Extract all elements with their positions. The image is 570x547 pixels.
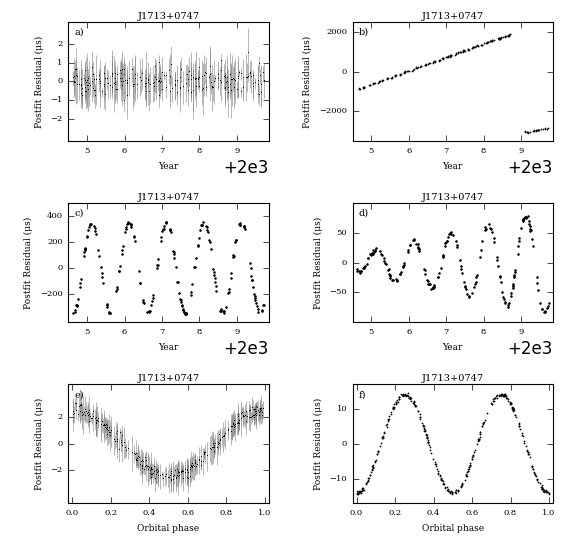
Title: J1713+0747: J1713+0747	[422, 374, 484, 383]
Y-axis label: Postfit Residual (μs): Postfit Residual (μs)	[24, 217, 33, 309]
Y-axis label: Postfit Residual (μs): Postfit Residual (μs)	[314, 217, 323, 309]
X-axis label: Year: Year	[158, 161, 178, 171]
X-axis label: Orbital phase: Orbital phase	[137, 523, 200, 533]
Text: f): f)	[359, 390, 366, 399]
Title: J1713+0747: J1713+0747	[137, 374, 200, 383]
Y-axis label: Postfit Residual (μs): Postfit Residual (μs)	[35, 398, 44, 490]
Text: b): b)	[359, 28, 369, 37]
Y-axis label: Postfit Residual (μs): Postfit Residual (μs)	[34, 36, 43, 127]
Y-axis label: Postfit Residual (μs): Postfit Residual (μs)	[314, 398, 323, 490]
Y-axis label: Postfit Residual (μs): Postfit Residual (μs)	[303, 36, 312, 127]
Text: d): d)	[359, 209, 369, 218]
X-axis label: Orbital phase: Orbital phase	[422, 523, 484, 533]
Title: J1713+0747: J1713+0747	[137, 193, 200, 202]
Title: J1713+0747: J1713+0747	[137, 12, 200, 21]
Text: c): c)	[75, 209, 84, 218]
Text: a): a)	[75, 28, 84, 37]
Title: J1713+0747: J1713+0747	[422, 193, 484, 202]
Title: J1713+0747: J1713+0747	[422, 12, 484, 21]
X-axis label: Year: Year	[158, 342, 178, 352]
X-axis label: Year: Year	[443, 161, 463, 171]
Text: e): e)	[75, 390, 84, 399]
X-axis label: Year: Year	[443, 342, 463, 352]
